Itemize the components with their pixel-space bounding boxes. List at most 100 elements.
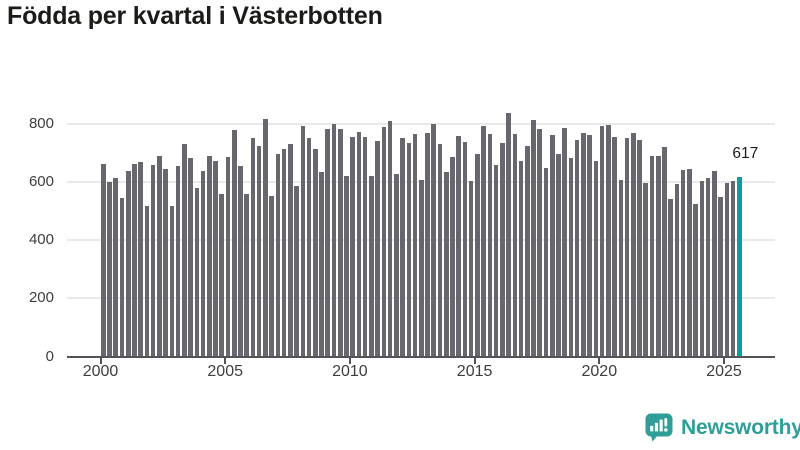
bar [319, 171, 324, 356]
bar [337, 129, 343, 356]
bar [705, 177, 711, 356]
bar [406, 142, 412, 356]
highlight-value-label: 617 [732, 145, 759, 162]
bar [238, 165, 243, 356]
x-axis-line [67, 356, 775, 358]
bar [275, 154, 281, 356]
bar [693, 203, 698, 356]
bar [712, 170, 717, 356]
bar [431, 123, 437, 356]
bar [107, 182, 112, 356]
bar [394, 174, 399, 356]
bar [225, 156, 231, 356]
bar [599, 126, 605, 356]
y-axis-label: 0 [45, 347, 54, 365]
bar [612, 136, 617, 356]
bar [101, 163, 106, 356]
y-axis-label: 800 [28, 115, 54, 133]
bar [312, 149, 318, 356]
bar [718, 196, 723, 356]
bar [518, 161, 524, 356]
bar [369, 175, 374, 356]
bar [219, 193, 225, 356]
x-axis-label: 2005 [207, 363, 243, 380]
bar [381, 126, 387, 356]
bar [568, 158, 574, 356]
bar [475, 154, 480, 356]
bar [531, 120, 536, 356]
bar [418, 179, 424, 356]
bar [387, 120, 393, 356]
bar [157, 155, 162, 356]
x-axis-tick [348, 358, 351, 364]
x-axis-label: 2000 [82, 363, 119, 380]
bar-highlighted [736, 176, 742, 356]
bar [462, 141, 468, 356]
bar [325, 128, 331, 356]
bar [493, 165, 499, 356]
bar [375, 141, 380, 356]
bar [574, 140, 580, 356]
bar [618, 179, 624, 356]
bar [506, 113, 511, 356]
bar [593, 161, 599, 356]
bar [730, 181, 736, 356]
bar [543, 168, 549, 356]
bar [524, 145, 530, 356]
x-axis-tick [473, 358, 476, 364]
bar [581, 132, 586, 356]
bar [637, 140, 642, 356]
bar [643, 183, 649, 356]
x-axis-label: 2025 [706, 363, 742, 380]
bar [556, 154, 561, 356]
y-axis-label: 600 [28, 173, 54, 191]
bar [182, 143, 187, 356]
bar [263, 118, 268, 356]
bar [125, 171, 131, 356]
bar [500, 142, 505, 356]
bar [256, 145, 262, 356]
bar [138, 162, 143, 356]
bar [587, 135, 592, 356]
x-axis-tick [598, 358, 601, 364]
bar [425, 133, 430, 356]
y-axis-label: 400 [28, 231, 54, 249]
bar [606, 125, 611, 356]
bar [194, 187, 200, 356]
bar [188, 158, 193, 356]
bar [213, 161, 218, 356]
bar [163, 168, 168, 356]
bar [456, 136, 461, 356]
bar [206, 155, 212, 356]
bar [400, 138, 405, 356]
bar [450, 156, 455, 356]
bar [724, 183, 730, 356]
bar [294, 186, 299, 356]
bar [331, 124, 337, 356]
bar [437, 144, 443, 356]
bar [630, 132, 636, 356]
bar [362, 136, 368, 356]
bar [537, 129, 543, 356]
bar [269, 196, 274, 356]
bar [655, 155, 661, 356]
bar [244, 193, 249, 356]
x-axis-label: 2020 [581, 363, 618, 380]
bar [132, 163, 137, 356]
bar [699, 181, 705, 356]
bar [624, 138, 630, 356]
bar [150, 164, 156, 356]
x-axis-tick [99, 358, 102, 364]
bar [356, 131, 362, 356]
bar [412, 134, 418, 356]
bar [662, 147, 667, 356]
bar [300, 126, 306, 356]
bar [281, 149, 287, 356]
bar [113, 177, 119, 356]
newsworthy-logo[interactable]: Newsworthy [645, 413, 800, 442]
newsworthy-brand-name: Newsworthy [681, 415, 800, 439]
bar [288, 143, 293, 356]
x-axis-label: 2015 [456, 363, 493, 380]
bar [481, 126, 486, 356]
grid-line [67, 122, 775, 125]
